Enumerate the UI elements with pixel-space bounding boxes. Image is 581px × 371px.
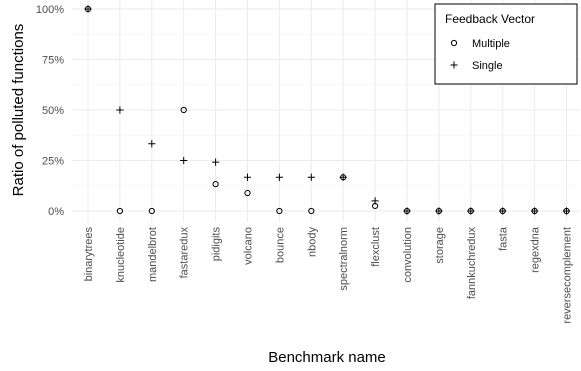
y-tick-label: 50% (42, 105, 64, 117)
point-single-nbody (307, 173, 315, 181)
point-single-spectralnorm (339, 173, 347, 181)
point-single-binarytrees (84, 5, 92, 13)
y-tick-label: 75% (42, 55, 64, 67)
x-tick-label: knucleotide (115, 227, 127, 283)
x-tick-label: storage (434, 227, 446, 264)
x-tick-label: spectralnorm (338, 227, 350, 291)
legend-label-single: Single (472, 60, 503, 72)
point-single-knucleotide (116, 106, 124, 114)
point-single-fastaredux (180, 156, 188, 165)
x-tick-label: pidigits (211, 227, 223, 262)
legend-label-multiple: Multiple (472, 38, 510, 50)
point-single-volcano (243, 173, 252, 181)
point-single-reversecomplement (562, 207, 571, 215)
y-tick-label: 25% (42, 156, 64, 168)
x-tick-label: nbody (306, 227, 318, 257)
x-tick-label: mandelbrot (147, 227, 159, 282)
x-tick-label: volcano (243, 227, 255, 265)
legend-title: Feedback Vector (445, 12, 535, 26)
legend-marker-single (450, 61, 458, 69)
point-single-fannkuchredux (467, 207, 475, 215)
legend-marker-multiple (450, 39, 458, 47)
x-tick-label: fasta (498, 226, 510, 251)
data-points (84, 5, 571, 215)
legend: Feedback Vector Multiple Single (434, 3, 578, 85)
x-tick-label: binarytrees (83, 227, 95, 282)
point-single-flexclust (371, 197, 379, 205)
point-multiple-volcano (244, 189, 251, 197)
point-multiple-pidigits (212, 181, 219, 188)
x-axis-title: Benchmark name (268, 349, 386, 366)
x-tick-label: reversecomplement (562, 227, 574, 324)
gridlines (72, 0, 580, 222)
y-tick-label: 0% (48, 206, 64, 218)
point-single-convolution (403, 207, 411, 215)
point-multiple-bounce (276, 207, 283, 215)
point-multiple-fastaredux (180, 106, 187, 114)
x-tick-label: fastaredux (179, 227, 191, 279)
y-axis-title: Ratio of polluted functions (10, 24, 27, 197)
point-single-fasta (499, 207, 507, 215)
x-axis-ticks: binarytrees knucleotide mandelbrot fastared… (83, 226, 574, 323)
point-single-pidigits (212, 158, 220, 166)
point-multiple-mandelbrot (148, 207, 155, 215)
x-tick-label: regexdna (530, 226, 542, 273)
point-multiple-nbody (308, 207, 315, 215)
legend-box (434, 3, 578, 85)
point-single-storage (435, 207, 443, 215)
x-tick-label: bounce (274, 227, 286, 263)
point-single-mandelbrot (148, 140, 156, 148)
point-multiple-knucleotide (116, 207, 124, 215)
x-tick-label: flexclust (370, 227, 382, 267)
y-tick-label: 100% (36, 4, 64, 16)
x-tick-label: convolution (402, 227, 414, 283)
y-axis-ticks: 0% 25% 50% 75% 100% (36, 4, 64, 218)
point-single-bounce (275, 173, 283, 181)
x-tick-label: fannkuchredux (466, 227, 478, 300)
point-single-regexdna (531, 207, 539, 215)
